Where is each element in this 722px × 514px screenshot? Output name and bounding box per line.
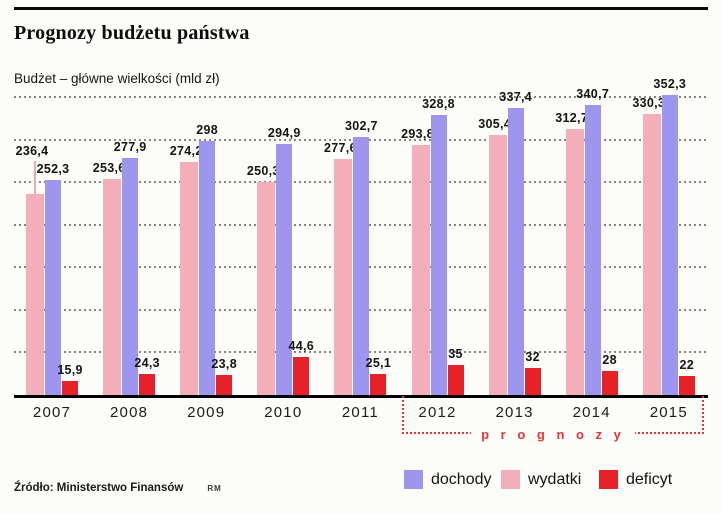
bar-wydatki-2009	[180, 161, 199, 395]
bar-wydatki-2014	[565, 128, 584, 395]
value-label-wydatki-2010: 250,3	[246, 163, 280, 178]
bar-deficyt-2007	[62, 381, 78, 395]
value-label-dochody-2012: 328,8	[422, 97, 455, 112]
forecast-label: p r o g n o z y	[471, 427, 635, 442]
bar-deficyt-2009	[216, 374, 233, 395]
value-label-deficyt-2009: 23,8	[211, 356, 237, 371]
value-label-wydatki-2012: 293,8	[401, 126, 434, 141]
bar-dochody-2015	[661, 95, 678, 395]
value-label-deficyt-2015: 22	[679, 358, 695, 373]
bar-wydatki-2012	[411, 144, 430, 395]
bar-wydatki-2015	[642, 113, 661, 395]
value-label-deficyt-2010: 44,6	[288, 339, 315, 354]
bar-deficyt-2013	[524, 367, 541, 395]
legend-item-deficyt: deficyt	[599, 470, 672, 489]
gridline-350	[14, 96, 708, 98]
chart-plot-area: 236,4 252,3 15,9 253,6 277,9 24,3 274,2 298 23,8…	[14, 77, 708, 395]
bar-deficyt-2010	[293, 357, 310, 395]
dochody-swatch	[404, 470, 423, 489]
legend-item-wydatki: wydatki	[501, 470, 581, 489]
bar-wydatki-2011	[334, 158, 353, 395]
x-axis-label-2007: 2007	[32, 404, 72, 421]
value-label-deficyt-2014: 28	[602, 353, 617, 368]
bar-wydatki-2013	[488, 134, 507, 395]
label-leader-line	[34, 160, 36, 194]
bar-deficyt-2015	[678, 376, 695, 395]
legend-label-dochody: dochody	[431, 470, 492, 488]
forecast-bracket: p r o g n o z y	[402, 396, 704, 442]
bar-dochody-2010	[276, 143, 293, 395]
value-label-dochody-2013: 337,4	[499, 89, 532, 104]
x-axis-label-2012: 2012	[418, 404, 457, 421]
bar-deficyt-2008	[139, 374, 156, 395]
value-label-dochody-2015: 352,3	[653, 77, 687, 92]
value-label-dochody-2009: 298	[196, 123, 219, 138]
bar-dochody-2012	[430, 115, 447, 395]
bar-deficyt-2014	[601, 371, 618, 395]
value-label-deficyt-2013: 32	[525, 349, 540, 364]
value-label-wydatki-2008: 253,6	[92, 161, 126, 176]
x-axis-baseline	[14, 395, 708, 398]
value-label-wydatki-2014: 312,7	[555, 110, 589, 125]
x-axis-label-2010: 2010	[264, 404, 303, 421]
source-row: Źródło: Ministerstwo Finansów RM	[14, 482, 222, 494]
value-label-deficyt-2007: 15,9	[57, 363, 83, 378]
value-label-dochody-2014: 340,7	[576, 86, 610, 101]
page-title: Prognozy budżetu państwa	[14, 22, 250, 44]
bar-dochody-2007	[45, 180, 61, 395]
value-label-wydatki-2015: 330,3	[632, 95, 666, 110]
bar-deficyt-2012	[447, 365, 464, 395]
legend-label-wydatki: wydatki	[528, 470, 582, 488]
x-axis-label-2015: 2015	[649, 404, 688, 421]
value-label-dochody-2010: 294,9	[267, 125, 301, 140]
value-label-wydatki-2009: 274,2	[169, 143, 203, 158]
wydatki-swatch	[501, 470, 520, 489]
value-label-wydatki-2013: 305,4	[478, 116, 511, 131]
bar-wydatki-2008	[103, 179, 122, 395]
value-label-deficyt-2008: 24,3	[134, 356, 160, 371]
bar-wydatki-2010	[257, 181, 276, 395]
value-label-deficyt-2012: 35	[448, 347, 463, 362]
bar-dochody-2008	[122, 158, 139, 395]
value-label-dochody-2011: 302,7	[345, 119, 378, 134]
bar-dochody-2014	[584, 104, 601, 395]
x-axis-label-2014: 2014	[572, 404, 611, 421]
top-rule	[14, 7, 708, 10]
bar-dochody-2009	[199, 141, 216, 395]
bar-dochody-2013	[507, 107, 524, 395]
bar-dochody-2011	[353, 137, 370, 395]
credit-text: RM	[207, 484, 222, 493]
x-axis-label-2009: 2009	[187, 404, 226, 421]
value-label-dochody-2007: 252,3	[36, 162, 70, 177]
x-axis-label-2011: 2011	[341, 404, 379, 421]
value-label-deficyt-2011: 25,1	[365, 355, 392, 370]
legend-item-dochody: dochody	[404, 470, 492, 489]
legend-label-deficyt: deficyt	[626, 470, 673, 488]
x-axis-label-2008: 2008	[110, 404, 149, 421]
value-label-dochody-2008: 277,9	[113, 140, 147, 155]
x-axis-label-2013: 2013	[495, 404, 534, 421]
chart-subtitle: Budżet – główne wielkości (mld zł)	[14, 71, 220, 86]
value-label-wydatki-2011: 277,6	[324, 140, 357, 155]
bar-wydatki-2007	[26, 193, 44, 395]
source-text: Źródło: Ministerstwo Finansów	[14, 482, 184, 494]
value-label-wydatki-2007: 236,4	[15, 143, 49, 158]
deficyt-swatch	[599, 470, 618, 489]
bar-deficyt-2011	[370, 373, 387, 395]
